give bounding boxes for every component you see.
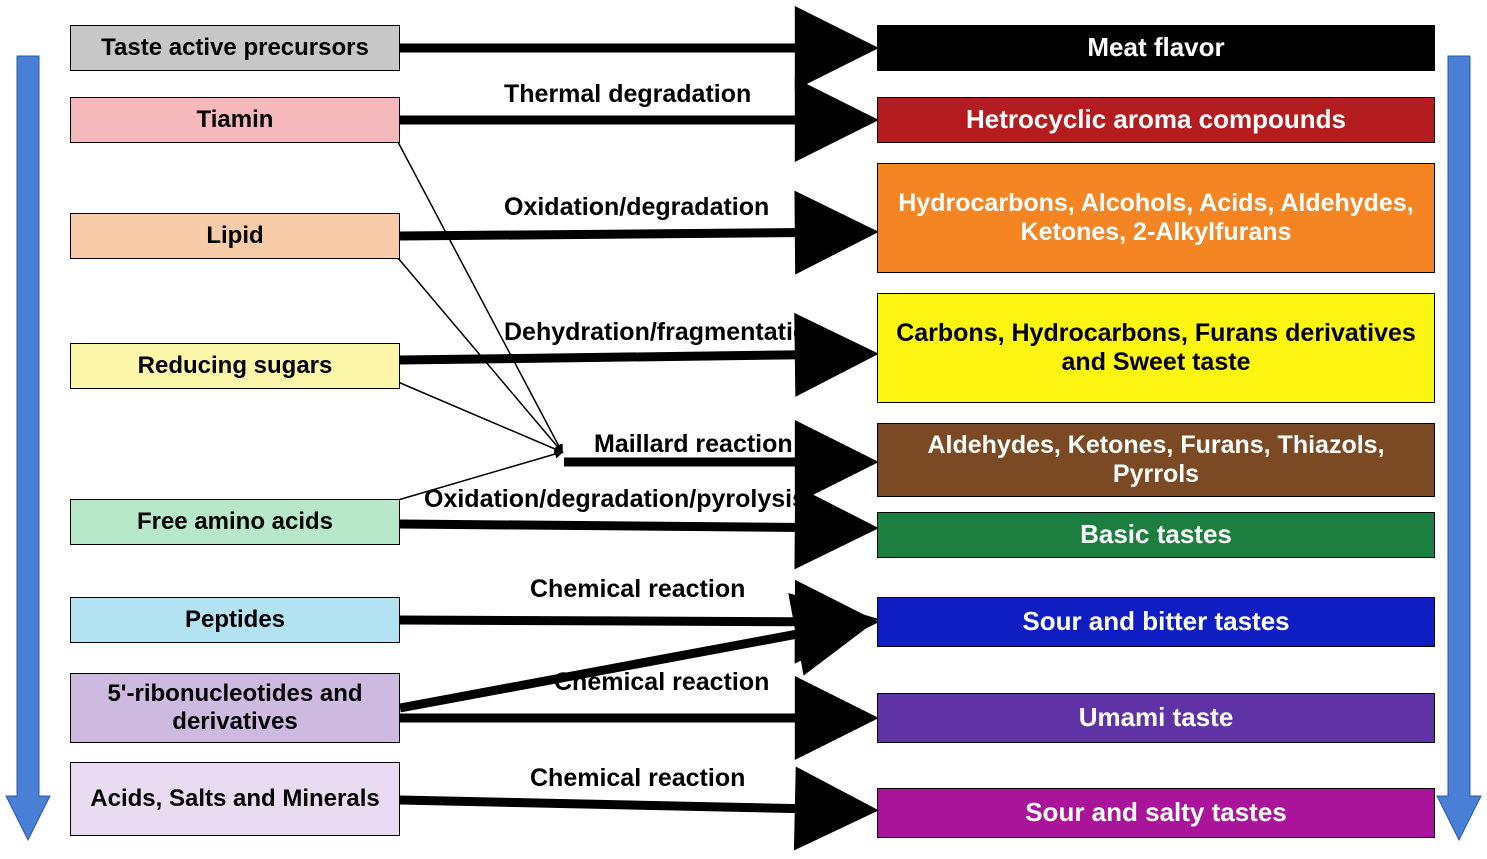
left-box-peptides: Peptides: [70, 597, 400, 643]
thin-arrow: [398, 142, 562, 452]
main-arrow: [400, 524, 862, 528]
reaction-label-r5: Oxidation/degradation/pyrolysis: [424, 485, 806, 514]
right-box-sourbitter: Sour and bitter tastes: [877, 597, 1435, 647]
reaction-label-r4: Maillard reaction: [594, 430, 793, 459]
reaction-label-r6: Chemical reaction: [530, 575, 745, 604]
main-arrow: [400, 354, 862, 360]
left-box-acids: Acids, Salts and Minerals: [70, 762, 400, 836]
right-box-carbons: Carbons, Hydrocarbons, Furans derivative…: [877, 293, 1435, 403]
main-arrow: [400, 620, 862, 622]
right-box-umami: Umami taste: [877, 693, 1435, 743]
left-box-amino: Free amino acids: [70, 499, 400, 545]
thin-arrow: [398, 382, 562, 452]
right-box-salty: Sour and salty tastes: [877, 788, 1435, 838]
left-box-sugars: Reducing sugars: [70, 343, 400, 389]
right-box-meatflavor: Meat flavor: [877, 25, 1435, 71]
right-box-basic: Basic tastes: [877, 512, 1435, 558]
reaction-label-r3: Dehydration/fragmentation: [504, 318, 823, 347]
left-box-precursors: Taste active precursors: [70, 25, 400, 71]
main-arrow: [400, 232, 862, 236]
side-arrow: [1437, 56, 1481, 840]
diagram-stage: Taste active precursors Tiamin Lipid Reduci…: [0, 0, 1487, 859]
reaction-label-r8: Chemical reaction: [530, 764, 745, 793]
left-box-tiamin: Tiamin: [70, 97, 400, 143]
reaction-label-r2: Oxidation/degradation: [504, 193, 769, 222]
reaction-label-r7: Chemical reaction: [554, 668, 769, 697]
main-arrow: [400, 800, 862, 810]
left-box-lipid: Lipid: [70, 213, 400, 259]
right-box-hetero: Hetrocyclic aroma compounds: [877, 97, 1435, 143]
right-box-hydrocarbons: Hydrocarbons, Alcohols, Acids, Aldehydes…: [877, 163, 1435, 273]
side-arrow: [6, 56, 50, 840]
left-box-ribo: 5'-ribonucleotides and derivatives: [70, 673, 400, 743]
reaction-label-r1: Thermal degradation: [504, 80, 751, 109]
right-box-aldehydes: Aldehydes, Ketones, Furans, Thiazols, Py…: [877, 423, 1435, 497]
